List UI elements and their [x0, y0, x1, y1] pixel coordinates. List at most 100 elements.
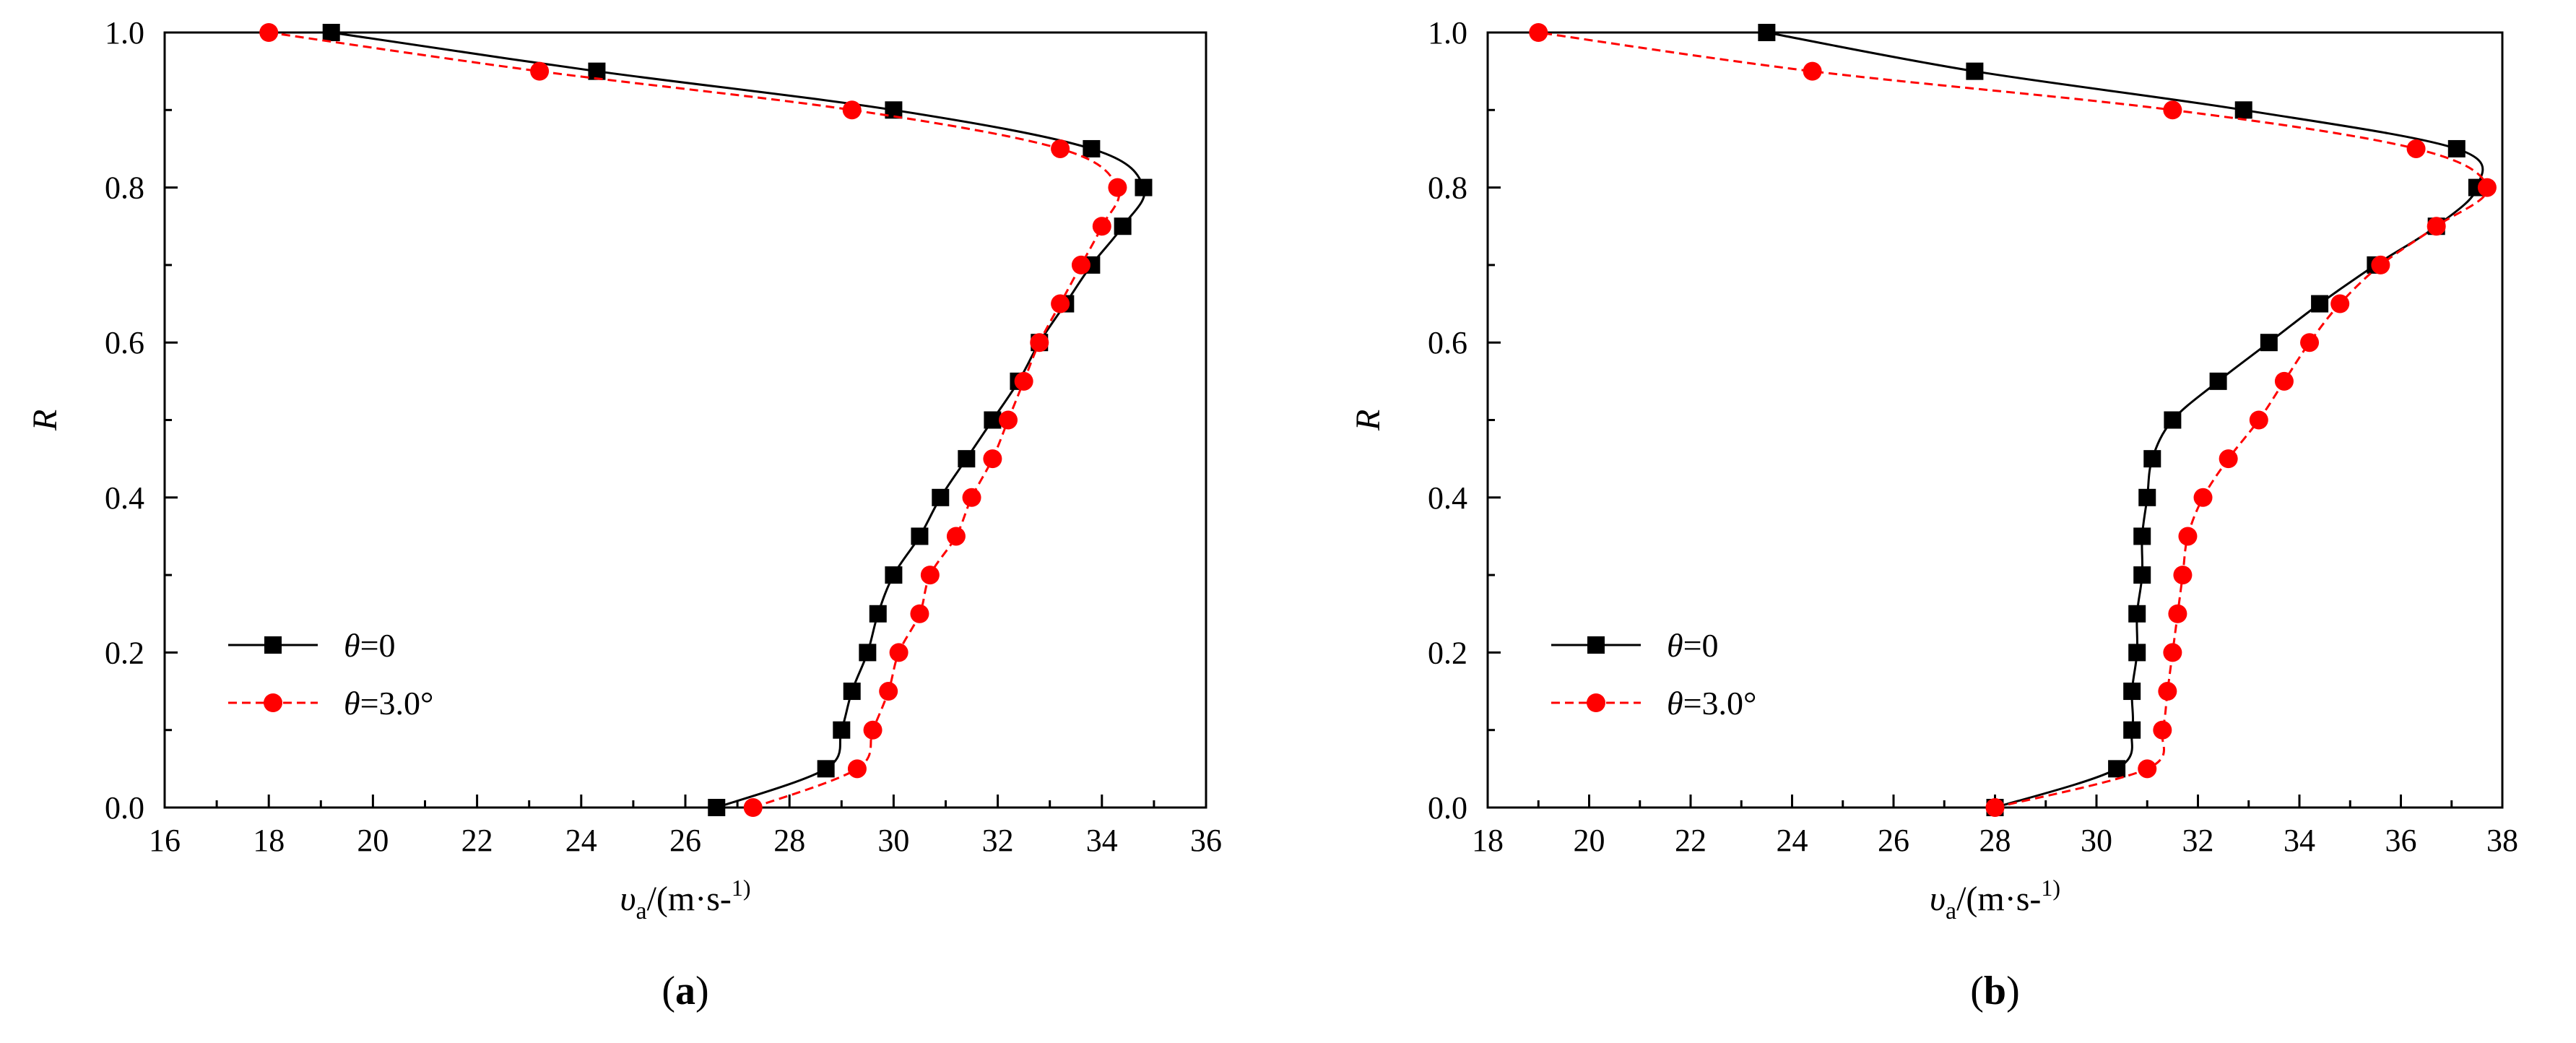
chart-b-series-1-point [2330, 294, 2350, 313]
chart-a-series-1-point [743, 798, 763, 817]
chart-a-series-0-point [885, 566, 903, 584]
chart-b-series-1-point [2249, 410, 2268, 430]
chart-b-series-0-point [2138, 488, 2156, 506]
chart-a-series-1 [259, 23, 1127, 817]
chart-a-series-1-point [889, 643, 908, 662]
chart-a-series-0-point [932, 488, 950, 506]
chart-a-series-0-point [984, 411, 1002, 429]
chart-a-series-1-point [1051, 139, 1070, 158]
chart-a-y-tick-label: 0.8 [105, 170, 144, 206]
chart-b-series-0 [1758, 24, 2486, 816]
chart-a-x-tick-label: 28 [773, 823, 805, 858]
chart-a-x-tick-label: 32 [982, 823, 1014, 858]
chart-b-series-0-point [2108, 760, 2126, 778]
chart-b-x-axis-title: υa/(m·s-1) [1930, 875, 2060, 925]
chart-a-series-1-point [259, 23, 279, 42]
chart-a-series-0-point [322, 24, 340, 41]
chart-b-y-axis-title: R [1349, 410, 1387, 431]
chart-b-x-tick-label: 36 [2385, 823, 2417, 858]
chart-b-series-1-point [2371, 255, 2390, 274]
chart-a-y-axis-title: R [26, 410, 64, 431]
chart-b-x-tick-label: 18 [1472, 823, 1504, 858]
chart-a-plot-frame [163, 31, 1207, 809]
chart-a-series-0-point [588, 62, 606, 80]
chart-a-series-1-point [842, 100, 862, 120]
chart-a-series-1-point [999, 410, 1018, 430]
chart-a-series-1-point [946, 527, 966, 546]
chart-b-series-1 [1529, 23, 2497, 817]
chart-a-y-tick-label: 0.0 [105, 790, 144, 826]
chart-b-series-0-point [2123, 683, 2141, 701]
chart-b-series-0-point [2133, 527, 2151, 545]
chart-b-series-0-point [2234, 101, 2252, 119]
chart-a-x-axis-title: υa/(m·s-1) [620, 875, 750, 925]
chart-b-series-1-point [2168, 604, 2187, 623]
chart-b-x-tick-label: 28 [1979, 823, 2011, 858]
chart-b-x-tick-label: 34 [2284, 823, 2315, 858]
chart-b-series-1-point [2138, 759, 2157, 779]
chart-b-series-1-point [1985, 798, 2005, 817]
chart-b-series-0-point [2133, 566, 2151, 584]
chart-b-x-tick-label: 38 [2486, 823, 2518, 858]
chart-a-x-tick-label: 24 [565, 823, 597, 858]
chart-b-series-0-point [2123, 721, 2141, 739]
chart-a-series-0-point [869, 605, 887, 623]
chart-a-series-1-point [1030, 333, 1049, 352]
chart-b-series-1-point [2427, 217, 2446, 236]
chart-b-y-tick-label: 0.0 [1428, 790, 1467, 826]
chart-a-series-1-point [1108, 178, 1127, 197]
chart-a-series-1-point [863, 720, 882, 740]
chart-b-x-tick-label: 26 [1878, 823, 1909, 858]
chart-a-x-tick-label: 30 [877, 823, 909, 858]
chart-b-y-tick-label: 0.8 [1428, 170, 1467, 206]
chart-b-legend-label-0: θ=0 [1667, 627, 1719, 664]
chart-a-series-0-point [911, 527, 929, 545]
chart-a-series-1-point [1014, 371, 1033, 391]
chart-panel-b: 18 20 22 24 26 28 30 32 34 36 38 0.0 0.2 0.4 0.6 0.8 1.0… [1349, 15, 2518, 1013]
chart-a-panel-label: (a) [662, 969, 708, 1013]
chart-a-series-1-point [879, 682, 898, 701]
chart-a-x-tick-label: 26 [669, 823, 701, 858]
chart-b-series-1-point [2153, 720, 2172, 740]
chart-b-series-0-point [2143, 450, 2161, 468]
chart-b-series-0-point [1966, 62, 1984, 80]
chart-a-legend: θ=0 θ=3.0° [228, 627, 433, 722]
chart-b-legend-label-1: θ=3.0° [1667, 685, 1756, 722]
chart-a-series-1-point [910, 604, 929, 623]
chart-b-legend: θ=0 θ=3.0° [1551, 627, 1756, 722]
chart-b-series-1-point [2178, 527, 2198, 546]
chart-b-series-1-point [2193, 488, 2213, 507]
chart-a-series-1-point [847, 759, 867, 779]
chart-b-y-tick-label: 0.6 [1428, 325, 1467, 360]
chart-a-y-tick-label: 0.2 [105, 635, 144, 670]
chart-a-series-0-point [1083, 139, 1101, 157]
chart-a-series-0-point [1135, 178, 1153, 196]
chart-a-x-tick-label: 16 [149, 823, 181, 858]
chart-b-series-1-point [2163, 100, 2182, 120]
chart-a-series-1-line [268, 31, 1121, 809]
chart-b-x-tick-label: 22 [1675, 823, 1707, 858]
chart-a-series-1-point [1051, 294, 1070, 313]
chart-a-series-0-point [708, 799, 726, 816]
chart-b-series-0-point [2128, 644, 2146, 662]
chart-b-series-1-point [2406, 139, 2426, 158]
chart-a-series-0-point [833, 721, 851, 739]
chart-b-plot-frame [1486, 31, 2504, 809]
chart-a-series-0 [322, 24, 1153, 816]
chart-b-y-tick-label: 1.0 [1428, 15, 1467, 51]
chart-b-x-tick-label: 30 [2081, 823, 2112, 858]
chart-b-series-1-point [2173, 566, 2193, 585]
chart-b-series-0-point [2209, 372, 2227, 390]
chart-b-x-tick-label: 32 [2182, 823, 2214, 858]
chart-b-y-tick-label: 0.2 [1428, 635, 1467, 670]
chart-panel-a: 16 18 20 22 24 26 28 30 32 34 36 0.0 0.2 0.4 0.6 0.8 1.0… [26, 15, 1222, 1013]
chart-b-series-0-point [2447, 139, 2466, 157]
chart-a-series-1-point [920, 566, 940, 585]
chart-a-x-tick-label: 22 [461, 823, 493, 858]
chart-b-series-1-point [2163, 643, 2182, 662]
chart-a-series-0-point [958, 450, 976, 468]
chart-a-series-0-line [331, 31, 1146, 809]
chart-a-series-1-point [1071, 255, 1090, 274]
chart-b-x-tick-label: 20 [1574, 823, 1605, 858]
chart-b-series-1-point [2274, 371, 2294, 391]
